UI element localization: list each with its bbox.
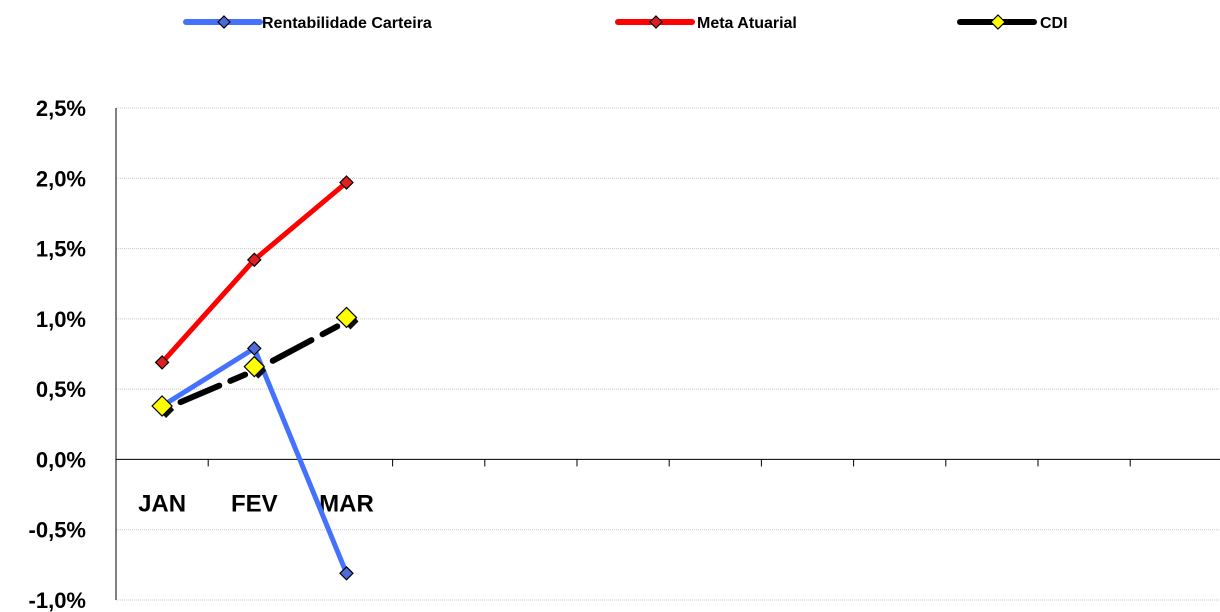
series-line [269, 337, 315, 364]
series-0 [154, 341, 354, 581]
y-tick-label: 1,0% [36, 307, 86, 332]
data-point [246, 252, 262, 268]
y-tick-label: -0,5% [29, 518, 86, 543]
series-1 [154, 175, 354, 370]
y-tick-labels: 2,5% 2,0% 1,5% 1,0% 0,5% 0,0% -0,5% -1,0% [29, 96, 86, 612]
data-point [335, 306, 358, 329]
legend-marker [649, 15, 663, 29]
series-line [177, 382, 223, 406]
series-2 [151, 306, 359, 419]
series-line [160, 180, 349, 365]
data-point [246, 341, 262, 356]
x-tick-label: FEV [231, 490, 278, 517]
series-line [227, 371, 249, 384]
data-point [339, 175, 354, 190]
legend-marker [990, 14, 1006, 30]
legend-marker [217, 15, 231, 29]
data-point [151, 395, 173, 417]
data-point [339, 565, 354, 581]
x-tick-label: MAR [319, 490, 374, 517]
data-point [243, 355, 266, 378]
legend-item: Meta Atuarial [615, 15, 797, 32]
data-point [154, 355, 170, 370]
legend-label: Meta Atuarial [697, 15, 797, 32]
y-tick-label: 2,0% [36, 166, 86, 191]
y-tick-label: 0,5% [36, 377, 86, 402]
legend-label: CDI [1040, 15, 1068, 32]
y-tick-label: 2,5% [36, 96, 86, 121]
x-tick-label: JAN [138, 490, 186, 517]
legend-label: Rentabilidade Carteira [262, 15, 432, 32]
y-tick-label: 0,0% [36, 447, 86, 472]
y-tick-label: 1,5% [36, 237, 86, 262]
series-line [160, 345, 349, 575]
y-tick-label: -1,0% [29, 588, 86, 612]
x-tick-labels: JAN FEV MAR [138, 490, 374, 517]
series-line [319, 323, 341, 338]
legend-item: CDI [957, 14, 1068, 32]
legend-item: Rentabilidade Carteira [183, 15, 432, 32]
legend: Rentabilidade Carteira Meta Atuarial CDI [183, 14, 1068, 32]
series [151, 175, 359, 581]
